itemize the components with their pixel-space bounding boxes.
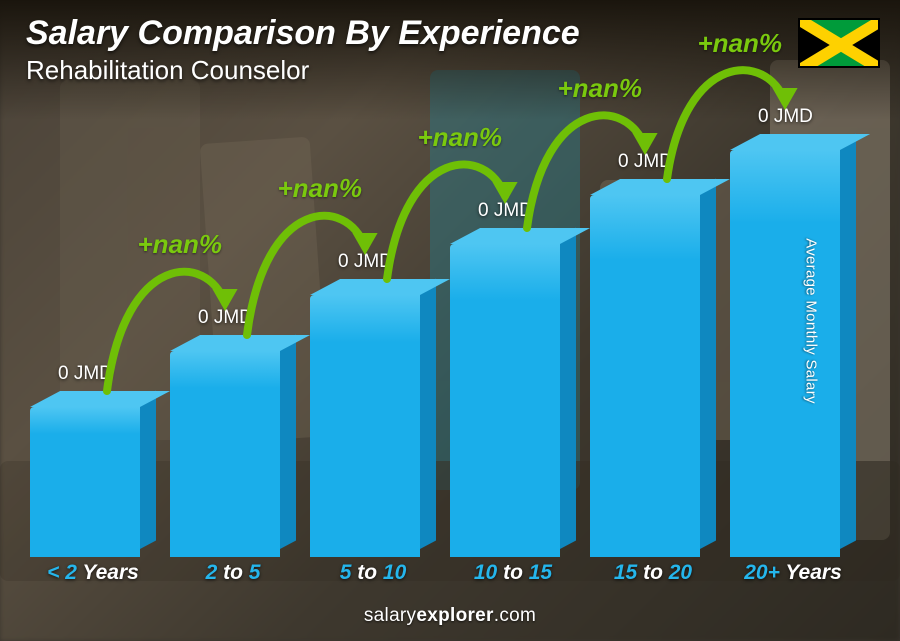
title-block: Salary Comparison By Experience Rehabili… [26, 14, 580, 86]
x-axis-label: 5 to 10 [310, 561, 436, 585]
x-axis-label: 15 to 20 [590, 561, 716, 585]
delta-label: +nan% [278, 173, 363, 204]
delta-label: +nan% [698, 28, 783, 59]
delta-label: +nan% [138, 229, 223, 260]
bar-chart: 0 JMD< 2 Years0 JMD2 to 50 JMD5 to 100 J… [30, 105, 870, 585]
delta-label: +nan% [418, 122, 503, 153]
x-axis-label: < 2 Years [30, 561, 156, 585]
bar-5: 0 JMD [730, 150, 840, 557]
bar-0: 0 JMD [30, 407, 140, 557]
jamaica-flag-icon [798, 18, 880, 68]
footer-brand: salaryexplorer.com [0, 605, 900, 627]
y-axis-label: Average Monthly Salary [803, 238, 820, 404]
x-axis-label: 20+ Years [730, 561, 856, 585]
x-axis-label: 10 to 15 [450, 561, 576, 585]
brand-part-1: salary [364, 605, 416, 626]
brand-part-3: .com [494, 605, 536, 626]
brand-part-2: explorer [416, 605, 493, 626]
chart-subtitle: Rehabilitation Counselor [26, 55, 580, 86]
x-axis-label: 2 to 5 [170, 561, 296, 585]
chart-title: Salary Comparison By Experience [26, 14, 580, 53]
